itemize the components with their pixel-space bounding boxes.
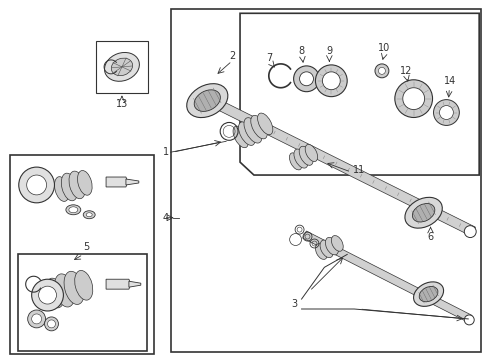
Circle shape [463,226,475,238]
Ellipse shape [325,237,338,255]
Ellipse shape [404,197,442,228]
Bar [10,155,153,354]
Ellipse shape [75,270,93,300]
Circle shape [433,100,458,125]
Circle shape [19,167,54,203]
Text: 3: 3 [291,299,297,309]
Ellipse shape [194,90,220,111]
Polygon shape [106,177,128,187]
Ellipse shape [413,282,443,306]
Circle shape [39,286,56,304]
Ellipse shape [186,84,227,118]
Ellipse shape [289,153,301,170]
Circle shape [32,279,63,311]
Circle shape [439,105,452,120]
Circle shape [394,80,432,117]
Ellipse shape [305,144,317,162]
Ellipse shape [257,113,272,135]
Circle shape [378,67,385,74]
Text: 9: 9 [325,46,332,56]
Circle shape [315,65,346,96]
Ellipse shape [69,207,78,213]
Text: 5: 5 [83,243,89,252]
Polygon shape [126,179,139,185]
Text: 11: 11 [352,165,365,175]
Bar [96,41,147,93]
Text: 10: 10 [377,43,389,53]
Circle shape [44,317,59,331]
Circle shape [463,315,473,325]
Circle shape [47,320,55,328]
Ellipse shape [69,171,85,199]
Ellipse shape [86,213,92,217]
Ellipse shape [244,118,262,143]
Ellipse shape [46,278,64,308]
Ellipse shape [104,53,139,81]
Text: 2: 2 [228,51,235,61]
Ellipse shape [411,203,434,222]
Polygon shape [106,279,131,289]
Text: 14: 14 [444,76,456,86]
Text: 12: 12 [399,66,411,76]
Text: 4: 4 [162,213,168,223]
Ellipse shape [250,116,267,139]
Ellipse shape [315,244,326,260]
Ellipse shape [78,171,92,195]
Text: 7: 7 [266,53,272,63]
Text: 8: 8 [298,46,304,56]
Circle shape [28,310,45,328]
Text: 13: 13 [116,99,128,109]
Ellipse shape [111,58,132,76]
Ellipse shape [54,274,75,307]
Ellipse shape [61,173,78,201]
Ellipse shape [418,287,437,302]
Circle shape [27,175,46,195]
Text: 6: 6 [427,231,433,242]
Circle shape [374,64,388,78]
Ellipse shape [293,149,307,168]
Circle shape [402,88,424,109]
Ellipse shape [64,271,84,305]
Bar [170,9,480,352]
Circle shape [322,72,340,90]
Polygon shape [129,281,141,287]
Circle shape [293,66,319,92]
Ellipse shape [320,240,333,258]
Ellipse shape [331,235,343,251]
Polygon shape [207,96,474,236]
Ellipse shape [55,177,69,201]
Ellipse shape [83,211,95,219]
Polygon shape [240,13,478,175]
Ellipse shape [233,126,248,148]
Circle shape [299,72,313,86]
Ellipse shape [66,205,81,215]
Text: 1: 1 [162,147,168,157]
Ellipse shape [299,146,312,165]
Bar [18,255,146,351]
Circle shape [32,314,41,324]
Polygon shape [302,231,471,323]
Ellipse shape [238,122,255,145]
